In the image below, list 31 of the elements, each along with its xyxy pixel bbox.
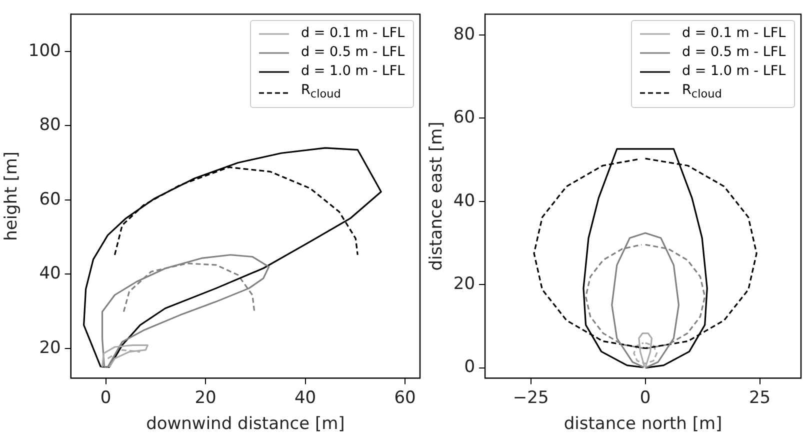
x-tick-label: 0 xyxy=(640,388,651,408)
y-tick-label: 80 xyxy=(39,115,61,136)
y-tick-label: 60 xyxy=(39,189,61,210)
legend-label: d = 0.5 m - LFL xyxy=(301,43,405,62)
y-axis-title: height [m] xyxy=(2,151,22,241)
legend-label: d = 0.5 m - LFL xyxy=(682,43,786,62)
x-axis-title: downwind distance [m] xyxy=(146,414,345,434)
y-axis-title: distance east [m] xyxy=(426,122,447,271)
legend-label: R$_{cloud}$ xyxy=(682,81,722,103)
y-tick-label: 20 xyxy=(39,338,61,358)
y-tick-label: 100 xyxy=(28,40,61,61)
x-tick-label: 40 xyxy=(294,388,316,408)
x-tick-label: 20 xyxy=(194,388,216,408)
x-tick-label: −25 xyxy=(512,388,549,408)
y-tick-label: 40 xyxy=(453,190,476,211)
x-axis-title: distance north [m] xyxy=(564,414,722,434)
x-tick-label: 25 xyxy=(748,388,771,408)
y-tick-label: 80 xyxy=(453,24,476,44)
legend-label: d = 1.0 m - LFL xyxy=(301,62,405,82)
x-tick-label: 60 xyxy=(394,388,416,408)
legend-label: d = 0.1 m - LFL xyxy=(301,24,405,44)
y-tick-label: 60 xyxy=(453,108,476,128)
y-tick-label: 0 xyxy=(464,357,476,378)
y-tick-label: 20 xyxy=(453,274,476,294)
legend-label: R$_{cloud}$ xyxy=(301,81,341,103)
legend-label: d = 1.0 m - LFL xyxy=(682,62,786,82)
line-series xyxy=(122,262,256,313)
x-tick-label: 0 xyxy=(100,388,112,408)
legend-label: d = 0.1 m - LFL xyxy=(682,24,786,44)
line-series xyxy=(114,166,358,256)
y-tick-label: 40 xyxy=(39,264,61,284)
